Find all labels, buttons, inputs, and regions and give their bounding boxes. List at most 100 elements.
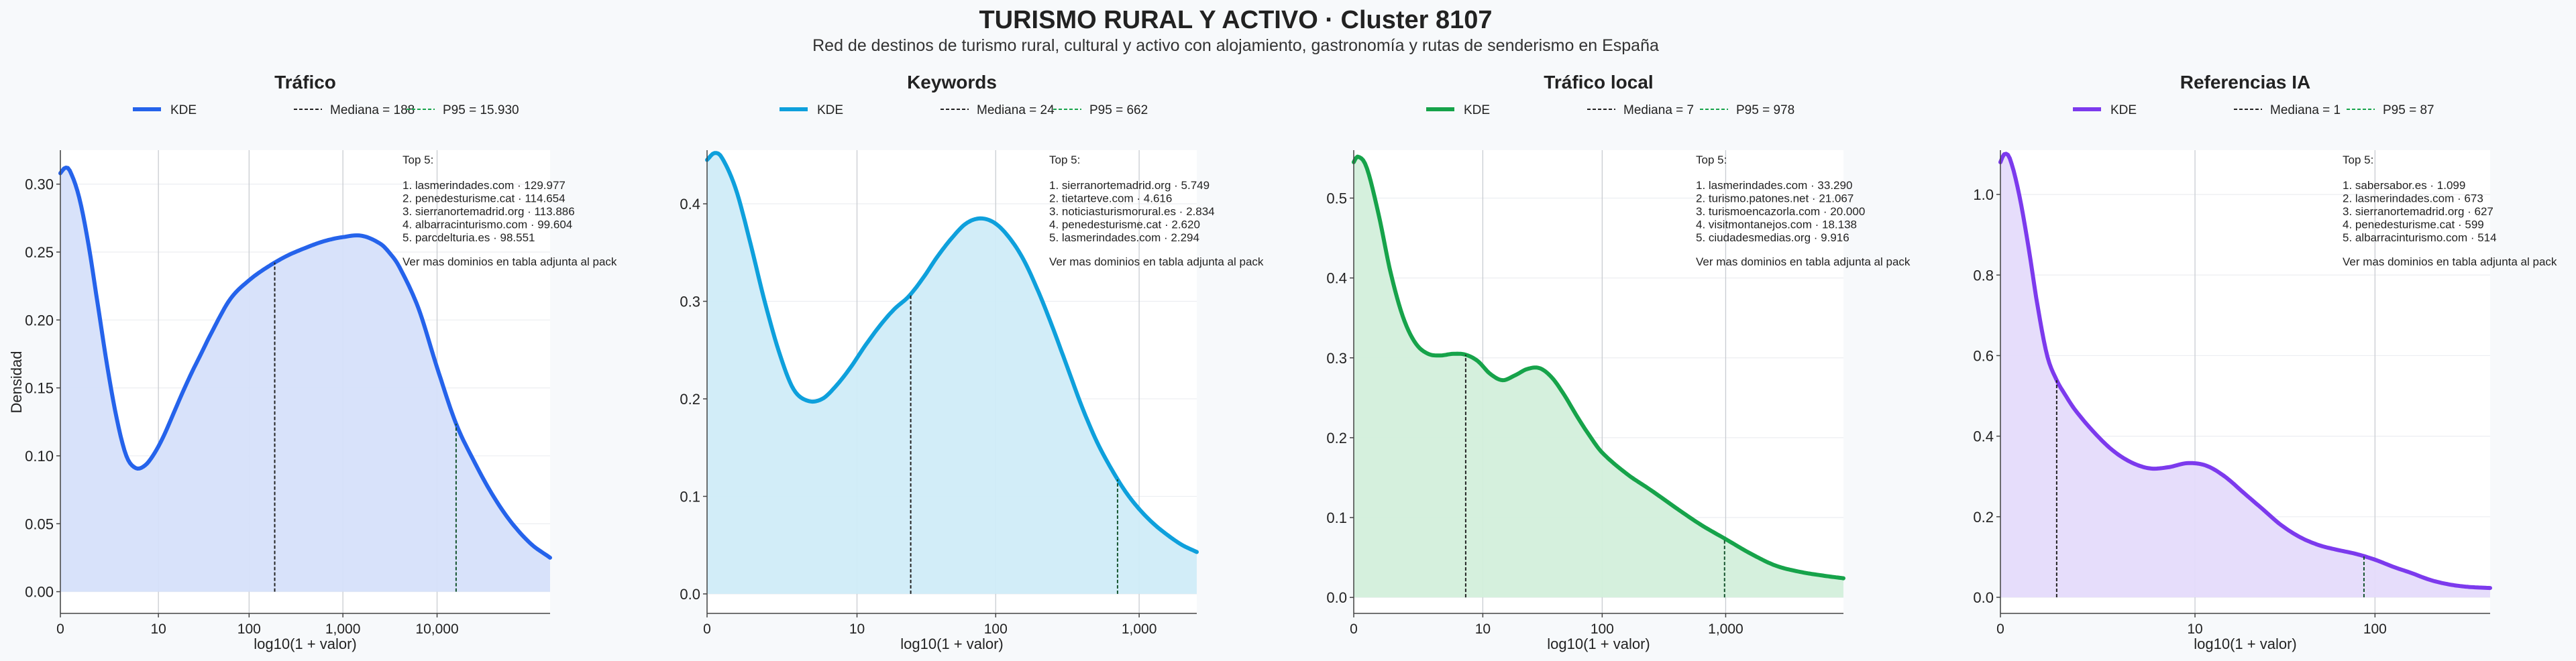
top5-title: Top 5: (1049, 154, 1080, 166)
top5-item: 4. penedesturisme.cat · 2.620 (1049, 219, 1200, 231)
y-tick-label: 0.2 (1326, 430, 1347, 446)
kde-line (1998, 152, 2492, 591)
y-tick-label: 0.2 (680, 391, 700, 408)
kde-line (58, 166, 552, 560)
x-axis-label: log10(1 + valor) (1547, 636, 1650, 652)
y-tick-label: 0.4 (680, 196, 700, 213)
top5-item: 3. noticiasturismorural.es · 2.834 (1049, 205, 1215, 218)
y-tick-label: 0.0 (1326, 589, 1347, 606)
legend-p95-label: P95 = 15.930 (443, 103, 519, 117)
chart-panel: 0.00 0.05 0.10 0.15 0.20 0.25 0.30 0 10 100 1,000 1… (8, 72, 617, 652)
chart-panel: 0.0 0.1 0.2 0.3 0.4 0.5 0 10 100 1,000 log10(1 + v… (1326, 72, 1911, 652)
y-tick-label: 0.3 (1326, 350, 1347, 367)
y-tick-label: 0.4 (1326, 270, 1347, 287)
legend-kde-label: KDE (2110, 103, 2137, 117)
top5-item: 2. turismo.patones.net · 21.067 (1696, 192, 1854, 205)
top5-item: 5. albarracinturismo.com · 514 (2343, 231, 2497, 244)
y-tick-label: 0.00 (25, 584, 54, 601)
x-tick-label: 1,000 (1122, 621, 1157, 637)
legend-p95-label: P95 = 978 (1736, 103, 1794, 117)
x-tick-label: 10 (849, 621, 865, 637)
y-tick-label: 0.2 (1973, 509, 1994, 526)
legend-median-label: Mediana = 24 (977, 103, 1055, 117)
legend-p95-label: P95 = 87 (2383, 103, 2434, 117)
y-tick-label: 1.0 (1973, 186, 1994, 203)
legend-median-label: Mediana = 7 (1623, 103, 1694, 117)
top5-item: 1. sierranortemadrid.org · 5.749 (1049, 179, 1210, 192)
legend-kde-label: KDE (170, 103, 197, 117)
x-tick-label: 0 (56, 621, 64, 637)
x-tick-label: 100 (984, 621, 1008, 637)
x-tick-label: 10 (1475, 621, 1491, 637)
x-tick-label: 0 (1350, 621, 1358, 637)
kde-line (705, 151, 1199, 554)
top5-title: Top 5: (402, 154, 433, 166)
y-tick-label: 0.3 (680, 293, 700, 310)
panel-title: Tráfico (274, 72, 336, 93)
top5-item: 5. ciudadesmedias.org · 9.916 (1696, 231, 1849, 244)
top5-note: Ver mas dominios en tabla adjunta al pac… (1696, 255, 1911, 268)
x-tick-label: 100 (1591, 621, 1614, 637)
top5-item: 1. lasmerindades.com · 33.290 (1696, 179, 1852, 192)
y-tick-label: 0.8 (1973, 267, 1994, 284)
top5-note: Ver mas dominios en tabla adjunta al pac… (402, 255, 617, 268)
x-tick-label: 1,000 (325, 621, 361, 637)
top5-item: 3. turismoencazorla.com · 20.000 (1696, 205, 1865, 218)
legend-median-label: Mediana = 1 (2270, 103, 2341, 117)
x-tick-label: 10 (2187, 621, 2202, 637)
x-axis-label: log10(1 + valor) (2194, 636, 2296, 652)
y-tick-label: 0.5 (1326, 190, 1347, 206)
y-tick-label: 0.6 (1973, 347, 1994, 364)
top5-item: 3. sierranortemadrid.org · 627 (2343, 205, 2493, 218)
y-tick-label: 0.10 (25, 448, 54, 465)
top5-note: Ver mas dominios en tabla adjunta al pac… (1049, 255, 1264, 268)
y-tick-label: 0.0 (1973, 589, 1994, 606)
y-tick-label: 0.0 (680, 586, 700, 603)
kde-area (707, 153, 1197, 594)
x-tick-label: 100 (237, 621, 261, 637)
kde-line (1352, 154, 1845, 581)
kde-area (1354, 156, 1843, 598)
top5-item: 1. sabersabor.es · 1.099 (2343, 179, 2465, 192)
y-axis-label: Densidad (8, 351, 25, 414)
top5-item: 2. lasmerindades.com · 673 (2343, 192, 2483, 205)
x-axis-label: log10(1 + valor) (254, 636, 356, 652)
chart-panel: 0.0 0.1 0.2 0.3 0.4 0 10 100 1,000 log10(1 + valo… (680, 72, 1264, 652)
top5-item: 2. penedesturisme.cat · 114.654 (402, 192, 566, 205)
legend-kde-label: KDE (817, 103, 843, 117)
y-tick-label: 0.25 (25, 244, 54, 261)
y-tick-label: 0.1 (680, 488, 700, 505)
legend-p95-label: P95 = 662 (1089, 103, 1148, 117)
x-tick-label: 10 (150, 621, 166, 637)
y-tick-label: 0.4 (1973, 428, 1994, 445)
kde-area (2000, 154, 2490, 597)
panel-title: Tráfico local (1544, 72, 1653, 93)
top5-title: Top 5: (2343, 154, 2373, 166)
top5-item: 5. lasmerindades.com · 2.294 (1049, 231, 1199, 244)
top5-item: 4. visitmontanejos.com · 18.138 (1696, 219, 1857, 231)
y-tick-label: 0.15 (25, 380, 54, 397)
kde-area (60, 168, 550, 592)
top5-item: 4. albarracinturismo.com · 99.604 (402, 219, 572, 231)
x-axis-label: log10(1 + valor) (900, 636, 1003, 652)
chart-panel: 0.0 0.2 0.4 0.6 0.8 1.0 0 10 100 log10(1 + valor)… (1973, 72, 2557, 652)
panels: 0.000.050.100.150.200.250.300 10 100 1,000 1… (8, 72, 2557, 652)
top5-item: 1. lasmerindades.com · 129.977 (402, 179, 566, 192)
y-tick-label: 0.1 (1326, 509, 1347, 526)
panel-title: Keywords (907, 72, 997, 93)
top5-note: Ver mas dominios en tabla adjunta al pac… (2343, 255, 2557, 268)
x-tick-label: 0 (1996, 621, 2004, 637)
top5-item: 4. penedesturisme.cat · 599 (2343, 219, 2484, 231)
x-tick-label: 1,000 (1708, 621, 1743, 637)
y-tick-label: 0.05 (25, 516, 54, 532)
figure-title: TURISMO RURAL Y ACTIVO · Cluster 8107 (979, 6, 1492, 34)
legend-kde-label: KDE (1464, 103, 1490, 117)
legend-median-label: Mediana = 188 (330, 103, 415, 117)
top5-item: 3. sierranortemadrid.org · 113.886 (402, 205, 575, 218)
top5-title: Top 5: (1696, 154, 1727, 166)
y-tick-label: 0.30 (25, 176, 54, 193)
panel-title: Referencias IA (2180, 72, 2311, 93)
y-tick-label: 0.20 (25, 312, 54, 328)
x-tick-label: 10,000 (415, 621, 458, 637)
